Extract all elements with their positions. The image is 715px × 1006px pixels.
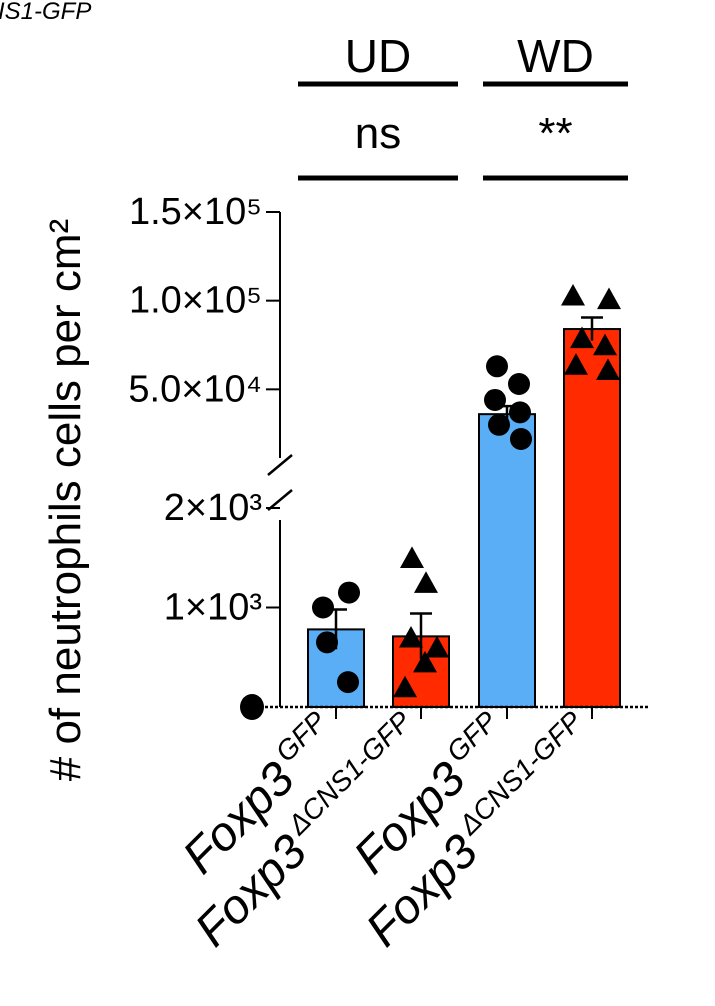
data-point — [561, 283, 585, 306]
data-point — [508, 373, 530, 396]
bar-4 — [563, 328, 621, 708]
data-point — [509, 401, 531, 424]
panel-corner-label: IS1-GFP — [0, 0, 92, 25]
y-tick-label: 2×10³ — [164, 487, 262, 529]
data-point — [484, 388, 506, 411]
y-tick-label: 5.0×10⁴ — [128, 368, 262, 410]
significance-label: ns — [355, 109, 401, 158]
y-axis-title: # of neutrophils cells per cm² — [41, 219, 90, 781]
data-point — [400, 546, 424, 568]
data-point — [399, 625, 423, 648]
axis-break-mark — [267, 489, 293, 511]
data-point — [486, 355, 508, 378]
axis-break-mark — [267, 454, 293, 476]
group-label: WD — [517, 30, 594, 82]
data-point — [337, 671, 359, 694]
data-point — [597, 287, 621, 310]
data-point — [312, 596, 334, 619]
significance-label: ** — [538, 109, 572, 158]
data-point — [425, 635, 449, 658]
bar-3 — [478, 413, 536, 708]
data-point — [593, 333, 617, 356]
data-point — [414, 571, 438, 593]
data-point — [510, 427, 532, 450]
y-tick-label: 1.5×10⁵ — [129, 191, 262, 233]
data-point — [488, 413, 510, 436]
data-point — [596, 358, 620, 381]
y-tick-label: 1.0×10⁵ — [129, 280, 262, 322]
category-superscript: GFP — [269, 705, 332, 768]
data-point — [393, 675, 417, 698]
group-label: UD — [345, 30, 411, 82]
y-tick-label: 1×10³ — [164, 587, 262, 629]
data-point — [338, 581, 360, 604]
data-point — [316, 631, 338, 654]
data-point — [570, 326, 594, 349]
data-point — [413, 650, 437, 673]
data-point — [564, 353, 588, 375]
category-superscript: GFP — [440, 705, 503, 768]
